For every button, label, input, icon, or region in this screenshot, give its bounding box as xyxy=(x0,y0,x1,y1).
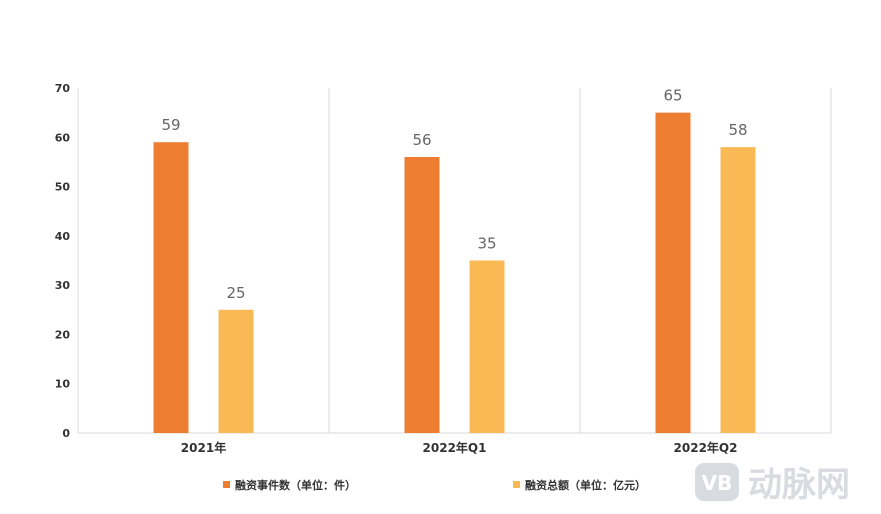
legend-swatch xyxy=(513,481,520,488)
bar-series-1 xyxy=(404,157,440,433)
legend-swatch xyxy=(223,481,230,488)
data-label: 56 xyxy=(412,131,431,149)
y-tick-label: 30 xyxy=(55,279,71,292)
y-tick-label: 70 xyxy=(55,82,71,95)
y-tick-label: 60 xyxy=(55,131,71,144)
data-label: 35 xyxy=(477,235,496,253)
y-axis-ticks: 0 10 20 30 40 50 60 70 xyxy=(55,82,71,440)
watermark: VB 动脉网 xyxy=(695,463,850,505)
data-label: 59 xyxy=(161,116,180,134)
x-category-label: 2022年Q1 xyxy=(423,440,487,455)
y-tick-label: 10 xyxy=(55,378,71,391)
legend-label: 融资事件数（单位：件） xyxy=(235,478,356,492)
bar-series-1 xyxy=(153,142,189,433)
x-axis-categories: 2021年 2022年Q1 2022年Q2 xyxy=(181,440,738,455)
data-label: 58 xyxy=(728,121,747,139)
bar-series-2 xyxy=(469,260,505,433)
x-category-label: 2021年 xyxy=(181,440,226,455)
bar-series-2 xyxy=(218,309,254,433)
legend-label: 融资总额（单位：亿元） xyxy=(525,478,646,492)
y-tick-label: 40 xyxy=(55,230,71,243)
x-category-label: 2022年Q2 xyxy=(674,440,738,455)
data-label: 65 xyxy=(663,87,682,105)
legend: 融资事件数（单位：件） 融资总额（单位：亿元） xyxy=(223,478,646,492)
chart-grid xyxy=(77,88,832,434)
y-tick-label: 50 xyxy=(55,181,71,194)
y-tick-label: 20 xyxy=(55,328,71,341)
data-labels: 59 25 56 35 65 58 xyxy=(161,87,747,302)
bar-series-1 xyxy=(655,112,691,434)
watermark-text: 动脉网 xyxy=(748,465,850,505)
data-label: 25 xyxy=(226,284,245,302)
watermark-logo-text: VB xyxy=(702,471,733,495)
y-tick-label: 0 xyxy=(62,427,70,440)
bar-series-2 xyxy=(720,147,756,433)
vb-logo-icon xyxy=(695,463,739,501)
chart-bars xyxy=(153,112,756,434)
